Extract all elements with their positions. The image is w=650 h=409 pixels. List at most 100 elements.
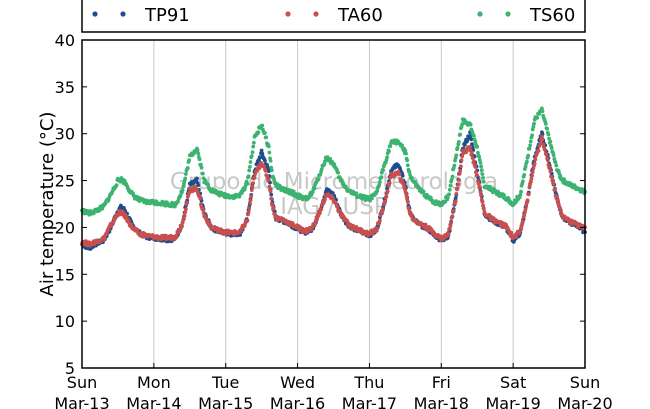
data-point [459, 164, 463, 169]
data-point [544, 152, 549, 157]
data-point [478, 190, 483, 194]
data-point [545, 126, 549, 131]
data-point [250, 150, 255, 155]
data-point [318, 172, 323, 177]
data-point [267, 150, 272, 155]
data-point [477, 155, 482, 159]
data-point [528, 143, 532, 148]
data-point [476, 181, 481, 186]
data-point [468, 144, 472, 149]
data-point [263, 169, 268, 173]
data-point [102, 237, 107, 242]
data-point [448, 224, 453, 228]
data-point [496, 189, 500, 194]
data-point [454, 192, 459, 196]
data-point [452, 163, 457, 168]
data-point [387, 149, 391, 154]
data-point [536, 149, 541, 153]
data-point [260, 123, 265, 128]
data-point [404, 191, 408, 196]
y-tick-label: 10 [55, 312, 75, 331]
data-point [549, 175, 554, 179]
data-point [114, 183, 119, 188]
data-point [469, 137, 474, 142]
data-point [260, 151, 265, 156]
data-point [518, 229, 523, 233]
data-point [458, 169, 463, 173]
data-point [522, 213, 527, 218]
x-tick-label-date: Mar-20 [557, 394, 612, 409]
data-point [246, 210, 251, 215]
data-point [183, 210, 188, 215]
data-point [237, 194, 242, 199]
data-point [548, 139, 553, 144]
data-point [532, 121, 536, 126]
series-ts60 [80, 106, 587, 217]
data-point [449, 220, 453, 225]
data-point [384, 194, 389, 199]
data-point [249, 154, 254, 158]
data-point [403, 148, 408, 153]
data-point [270, 203, 275, 208]
data-point [551, 153, 556, 158]
data-point [397, 172, 402, 177]
legend-label-ts60: TS60 [529, 5, 575, 26]
data-point [549, 146, 554, 151]
data-point [522, 173, 527, 177]
data-point [319, 207, 323, 212]
x-tick-label-day: Sat [500, 373, 526, 392]
data-point [246, 174, 251, 179]
data-point [548, 169, 553, 174]
x-tick-label-day: Wed [280, 373, 315, 392]
data-point [460, 122, 465, 127]
legend-label-tp91: TP91 [144, 5, 190, 26]
data-point [251, 181, 256, 185]
data-point [182, 213, 187, 218]
data-point [264, 135, 269, 140]
data-point [248, 165, 252, 169]
data-point [530, 173, 534, 178]
data-point [135, 228, 140, 233]
x-tick-label-date: Mar-14 [126, 394, 181, 409]
data-point [263, 158, 267, 163]
data-point [502, 193, 506, 198]
data-point [462, 143, 467, 147]
data-point [540, 106, 544, 111]
data-point [378, 180, 382, 184]
data-point [455, 186, 460, 191]
data-point [268, 158, 273, 163]
data-point [385, 189, 390, 194]
x-tick-label-date: Mar-15 [198, 394, 253, 409]
x-tick-label-date: Mar-13 [54, 394, 109, 409]
data-point [129, 222, 134, 227]
plot-series [80, 106, 587, 251]
y-axis: 5 10 15 20 25 30 35 40 [55, 31, 585, 378]
data-point [267, 184, 272, 189]
data-point [335, 205, 340, 209]
y-tick-label: 40 [55, 31, 75, 50]
data-point [266, 169, 271, 174]
data-point [249, 188, 254, 193]
data-point [479, 193, 483, 198]
legend-items: TP91 TA60 TS60 [92, 5, 575, 26]
legend-frame [81, 0, 586, 33]
data-point [266, 177, 271, 182]
data-point [457, 178, 461, 182]
legend-label-ta60: TA60 [337, 5, 383, 26]
data-point [543, 148, 548, 152]
y-tick-label: 30 [55, 125, 75, 144]
data-point [525, 198, 530, 203]
data-point [266, 144, 271, 149]
data-point [451, 209, 456, 213]
data-point [531, 124, 536, 129]
x-tick-label-day: Fri [432, 373, 451, 392]
data-point [454, 153, 459, 158]
data-point [243, 184, 248, 189]
data-point [378, 213, 383, 218]
data-point [526, 153, 531, 158]
data-point [479, 168, 484, 173]
legend-marker [285, 11, 291, 17]
data-point [319, 167, 324, 172]
data-point [558, 174, 563, 178]
data-point [183, 176, 188, 181]
